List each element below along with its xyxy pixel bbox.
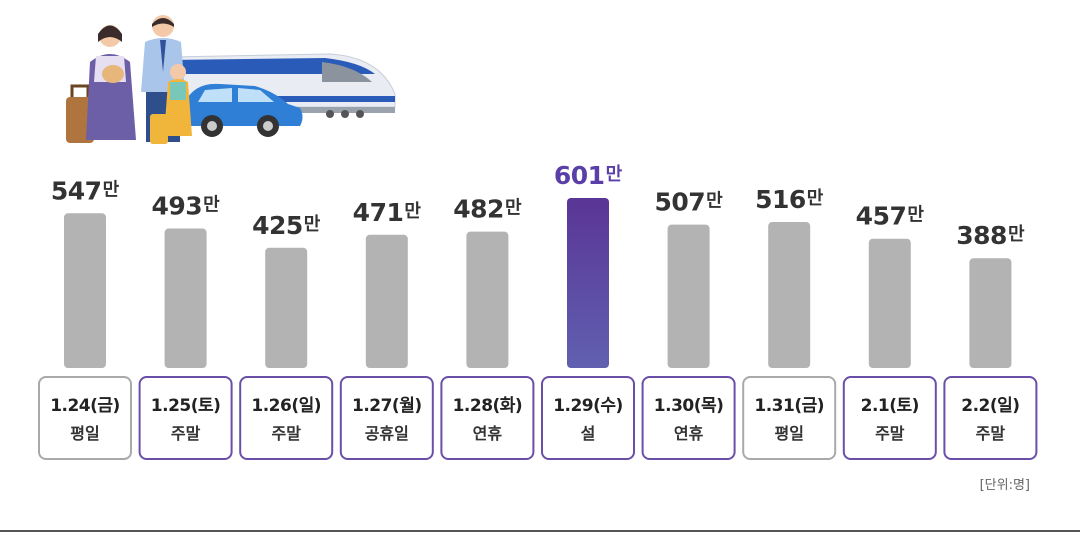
- category-daytype-9: 주말: [875, 424, 905, 443]
- value-label-9: 457만: [856, 202, 925, 231]
- bar-1: [64, 213, 106, 368]
- category-date-4: 1.27(월): [352, 396, 422, 416]
- bar-9: [868, 238, 911, 368]
- value-label-8: 516만: [755, 185, 824, 214]
- category-date-10: 2.2(일): [961, 396, 1019, 416]
- category-daytype-8: 평일: [774, 424, 803, 443]
- category-daytype-5: 연휴: [473, 424, 503, 443]
- category-date-2: 1.25(토): [151, 396, 221, 416]
- category-box-6: 1.29(수) 설: [541, 376, 635, 460]
- category-box-10: 2.2(일) 주말: [943, 376, 1038, 460]
- category-date-7: 1.30(목): [654, 396, 724, 416]
- bar-10: [969, 258, 1012, 368]
- category-box-8: 1.31(금) 평일: [742, 376, 837, 460]
- category-box-9: 2.1(토) 주말: [842, 376, 937, 460]
- category-date-6: 1.29(수): [553, 396, 623, 416]
- category-box-4: 1.27(월) 공휴일: [339, 376, 434, 460]
- category-daytype-6: 설: [581, 424, 596, 443]
- unit-note: [단위:명]: [979, 478, 1030, 493]
- category-box-2: 1.25(토) 주말: [138, 376, 233, 460]
- category-date-8: 1.31(금): [754, 396, 824, 416]
- category-daytype-2: 주말: [171, 424, 201, 443]
- category-daytype-7: 연휴: [674, 424, 704, 443]
- bottom-divider: [0, 530, 1080, 532]
- category-daytype-10: 주말: [976, 424, 1006, 443]
- bar-2: [164, 228, 207, 368]
- bar-4: [365, 234, 408, 368]
- bar-6: [567, 198, 609, 368]
- category-date-3: 1.26(일): [251, 396, 321, 416]
- category-daytype-3: 주말: [271, 424, 301, 443]
- category-date-9: 2.1(토): [861, 396, 919, 416]
- category-box-5: 1.28(화) 연휴: [440, 376, 535, 460]
- category-daytype-4: 공휴일: [365, 424, 409, 443]
- category-box-3: 1.26(일) 주말: [239, 376, 334, 460]
- family-icon: [66, 15, 192, 144]
- category-box-1: 1.24(금) 평일: [38, 376, 132, 460]
- value-label-1: 547만: [51, 176, 120, 205]
- bar-8: [768, 222, 811, 368]
- category-date-1: 1.24(금): [50, 396, 120, 416]
- travel-illustration: [66, 15, 396, 144]
- value-label-5: 482만: [453, 195, 522, 224]
- car-icon: [181, 83, 303, 137]
- category-date-5: 1.28(화): [453, 396, 523, 416]
- category-box-7: 1.30(목) 연휴: [641, 376, 736, 460]
- bar-7: [667, 224, 710, 368]
- value-label-4: 471만: [353, 198, 422, 227]
- value-label-3: 425만: [252, 211, 321, 240]
- category-daytype-1: 평일: [70, 424, 99, 443]
- value-label-7: 507만: [654, 188, 723, 217]
- bar-5: [466, 231, 509, 368]
- value-label-6: 601만: [554, 161, 623, 190]
- value-label-10: 388만: [956, 221, 1025, 250]
- bar-3: [265, 247, 308, 368]
- value-label-2: 493만: [151, 192, 220, 221]
